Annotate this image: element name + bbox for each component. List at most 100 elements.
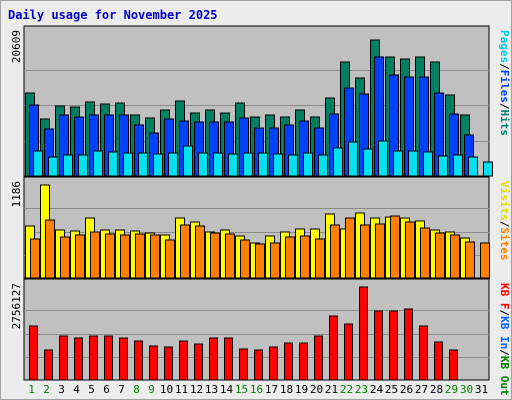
panel-visitors: 1186 Visits/Sites <box>10 176 511 279</box>
panel-traffic: 2756127 KB F/KB In/KB Out <box>10 278 511 396</box>
bar-visitors-sites-day-10 <box>165 239 175 279</box>
bar-visitors-sites-day-23 <box>360 224 370 279</box>
bar-visitors-sites-day-21 <box>330 224 340 279</box>
panel-requests-series-pages <box>33 140 493 177</box>
bar-requests-pages-day-23 <box>363 148 373 177</box>
x-tick-label: 26 <box>400 383 413 396</box>
x-tick-label: 25 <box>385 383 398 396</box>
bar-visitors-sites-day-8 <box>135 233 145 279</box>
bar-traffic-kb-f-day-15 <box>239 348 248 381</box>
panel-traffic-legend-item: KB Out <box>498 356 511 396</box>
x-tick-label: 4 <box>73 383 80 396</box>
panel-visitors-legend-item: Sites <box>498 227 511 260</box>
x-tick-label: 19 <box>295 383 308 396</box>
panel-requests-legend-item: Pages <box>498 30 511 63</box>
bar-requests-pages-day-3 <box>63 154 73 177</box>
bar-traffic-kb-f-day-13 <box>209 337 218 381</box>
bar-visitors-sites-day-1 <box>30 238 40 279</box>
bar-requests-pages-day-10 <box>168 152 178 177</box>
x-tick-label: 12 <box>190 383 203 396</box>
bar-traffic-kb-f-day-12 <box>194 343 203 381</box>
bar-visitors-sites-day-12 <box>195 225 205 279</box>
bar-visitors-sites-day-17 <box>270 242 280 279</box>
bar-traffic-kb-f-day-14 <box>224 337 233 381</box>
bar-traffic-kb-f-day-18 <box>284 342 293 381</box>
bar-requests-pages-day-21 <box>333 147 343 177</box>
panel-requests-legend-item: Hits <box>498 110 511 137</box>
x-tick-label: 13 <box>205 383 218 396</box>
x-tick-label: 14 <box>220 383 234 396</box>
x-tick-label: 8 <box>133 383 140 396</box>
bar-requests-pages-day-19 <box>303 152 313 177</box>
bar-traffic-kb-f-day-24 <box>374 310 383 381</box>
bar-visitors-sites-day-7 <box>120 234 130 279</box>
bar-requests-pages-day-2 <box>48 156 58 177</box>
bar-requests-pages-day-14 <box>228 153 238 177</box>
bar-requests-pages-day-28 <box>438 155 448 177</box>
panel-visitors-legend-item: / <box>498 221 511 228</box>
bar-requests-pages-day-22 <box>348 141 358 177</box>
bar-requests-pages-day-16 <box>258 152 268 177</box>
bar-visitors-sites-day-18 <box>285 236 295 279</box>
bar-requests-pages-day-17 <box>273 153 283 177</box>
bar-traffic-kb-f-day-26 <box>404 308 413 381</box>
bar-visitors-sites-day-5 <box>90 231 100 279</box>
x-tick-label: 30 <box>460 383 473 396</box>
x-tick-label: 27 <box>415 383 428 396</box>
bar-requests-pages-day-4 <box>78 154 88 177</box>
bar-visitors-sites-day-26 <box>405 221 415 279</box>
panel-visitors-max-label: 1186 <box>10 181 23 208</box>
bar-visitors-sites-day-2 <box>45 219 55 279</box>
bar-visitors-sites-day-22 <box>345 217 355 279</box>
bar-requests-pages-day-13 <box>213 152 223 177</box>
x-tick-label: 23 <box>355 383 368 396</box>
x-tick-label: 11 <box>175 383 188 396</box>
x-tick-label: 5 <box>88 383 95 396</box>
bar-visitors-sites-day-19 <box>300 235 310 279</box>
bar-traffic-kb-f-day-10 <box>164 346 173 381</box>
bar-requests-pages-day-15 <box>243 152 253 177</box>
bar-requests-pages-day-31 <box>483 161 493 177</box>
x-tick-label: 15 <box>235 383 248 396</box>
x-tick-label: 28 <box>430 383 443 396</box>
x-tick-label: 7 <box>118 383 125 396</box>
bar-requests-pages-day-1 <box>33 150 43 177</box>
x-tick-label: 22 <box>340 383 353 396</box>
bar-requests-pages-day-30 <box>468 156 478 177</box>
panel-traffic-series-kb-f <box>29 286 458 381</box>
bar-traffic-kb-f-day-6 <box>104 335 113 381</box>
x-axis: 1 2 3 4 5 6 7 8 9 10 11 12 13 14 15 16 17 18 19 20 21 22 23 24 2… <box>28 383 488 396</box>
bar-traffic-kb-f-day-2 <box>44 349 53 381</box>
bar-traffic-kb-f-day-7 <box>119 337 128 381</box>
bar-traffic-kb-f-day-20 <box>314 335 323 381</box>
bar-visitors-sites-day-30 <box>465 241 475 279</box>
panel-requests-legend-item: Files <box>498 70 511 103</box>
panel-traffic-legend-item: / <box>498 349 511 356</box>
bar-traffic-kb-f-day-27 <box>419 325 428 381</box>
bar-visitors-sites-day-3 <box>60 236 70 279</box>
bar-requests-pages-day-26 <box>408 150 418 177</box>
panel-visitors-series-sites <box>30 215 490 279</box>
bar-requests-pages-day-7 <box>123 152 133 177</box>
bar-traffic-kb-f-day-28 <box>434 341 443 381</box>
panel-requests-series-files <box>29 56 474 177</box>
bar-traffic-kb-f-day-19 <box>299 342 308 381</box>
bar-visitors-sites-day-28 <box>435 232 445 279</box>
bar-traffic-kb-f-day-8 <box>134 340 143 381</box>
x-tick-label: 17 <box>265 383 278 396</box>
x-tick-label: 21 <box>325 383 338 396</box>
bar-visitors-sites-day-11 <box>180 224 190 279</box>
bar-traffic-kb-f-day-11 <box>179 340 188 381</box>
bar-traffic-kb-f-day-9 <box>149 345 158 381</box>
bar-traffic-kb-f-day-1 <box>29 325 38 381</box>
bar-traffic-kb-f-day-25 <box>389 310 398 381</box>
bar-visitors-sites-day-6 <box>105 233 115 279</box>
bar-traffic-kb-f-day-29 <box>449 349 458 381</box>
bar-traffic-kb-f-day-17 <box>269 346 278 381</box>
panel-traffic-legend-item: KB In <box>498 316 511 349</box>
bar-requests-pages-day-24 <box>378 140 388 177</box>
bar-visitors-sites-day-25 <box>390 215 400 279</box>
chart-title: Daily usage for November 2025 <box>8 8 218 22</box>
bar-traffic-kb-f-day-3 <box>59 335 68 381</box>
